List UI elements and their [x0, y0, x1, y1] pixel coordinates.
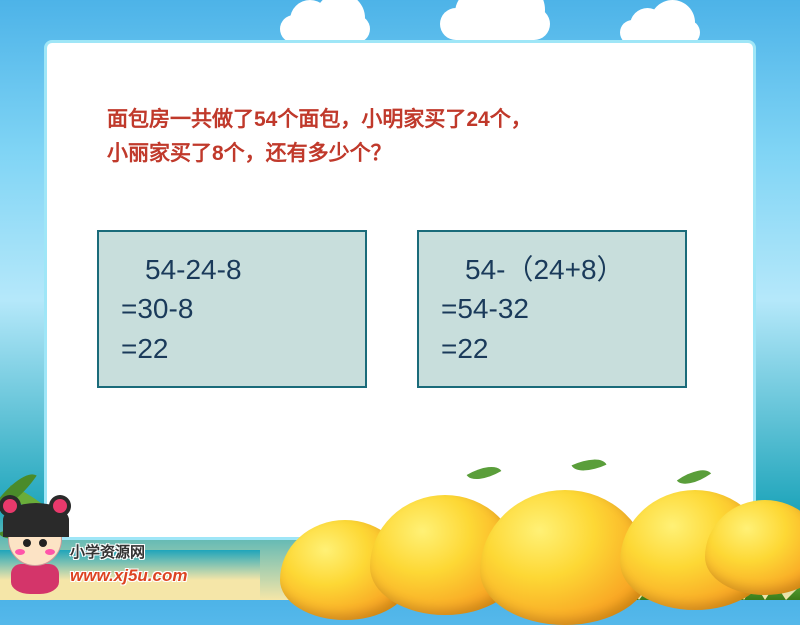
- solution-box-right: 54-（24+8） =54-32 =22: [417, 230, 687, 388]
- content-frame: 面包房一共做了54个面包，小明家买了24个， 小丽家买了8个，还有多少个？ 54…: [44, 40, 756, 540]
- mascot-icon: [8, 512, 62, 594]
- calc-line: =22: [441, 329, 663, 368]
- question-line: 面包房一共做了54个面包，小明家买了24个，: [107, 103, 703, 137]
- calc-line: =30-8: [121, 289, 343, 328]
- calc-line: 54-（24+8）: [441, 250, 663, 289]
- solutions-row: 54-24-8 =30-8 =22 54-（24+8） =54-32 =22: [97, 230, 703, 388]
- cloud-decoration: [280, 15, 370, 43]
- solution-box-left: 54-24-8 =30-8 =22: [97, 230, 367, 388]
- cloud-decoration: [440, 8, 550, 40]
- question-line: 小丽家买了8个，还有多少个？: [107, 137, 703, 171]
- fruit-decoration: [280, 470, 800, 610]
- question-text: 面包房一共做了54个面包，小明家买了24个， 小丽家买了8个，还有多少个？: [107, 103, 703, 170]
- logo-text: 小学资源网: [70, 541, 145, 562]
- logo-url: www.xj5u.com: [70, 566, 187, 586]
- calc-line: =54-32: [441, 289, 663, 328]
- calc-line: =22: [121, 329, 343, 368]
- calc-line: 54-24-8: [121, 250, 343, 289]
